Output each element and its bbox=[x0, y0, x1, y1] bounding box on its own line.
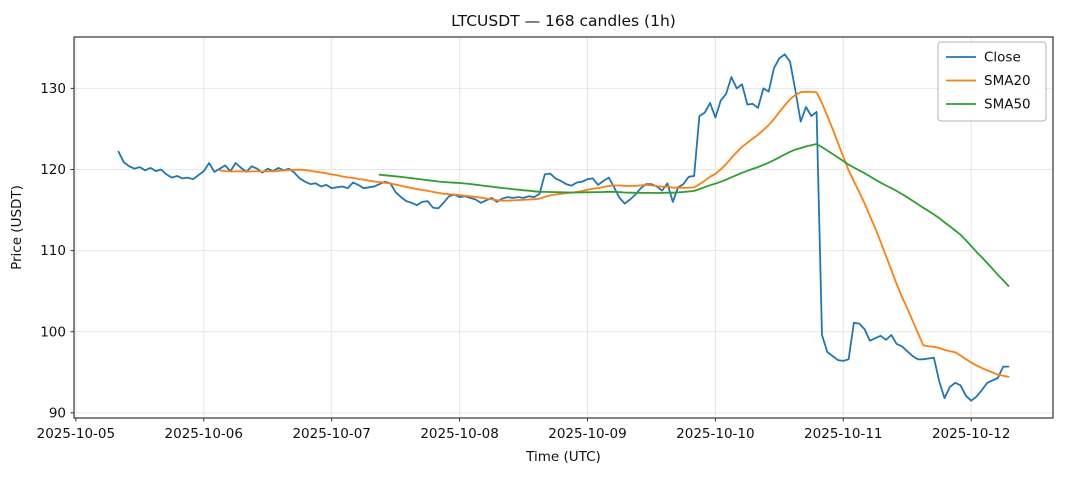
y-axis-label: Price (USDT) bbox=[9, 185, 25, 270]
y-tick-label: 110 bbox=[40, 243, 66, 259]
x-tick-label: 2025-10-12 bbox=[932, 426, 1010, 442]
chart-title: LTCUSDT — 168 candles (1h) bbox=[451, 12, 676, 30]
x-tick-label: 2025-10-09 bbox=[548, 426, 626, 442]
legend-label-sma20: SMA20 bbox=[984, 73, 1031, 89]
legend-label-sma50: SMA50 bbox=[984, 97, 1031, 113]
x-tick-label: 2025-10-10 bbox=[676, 426, 754, 442]
y-tick-label: 130 bbox=[40, 81, 66, 97]
tick-layer: 2025-10-05 2025-10-06 2025-10-07 2025-10-08… bbox=[37, 81, 1011, 442]
x-axis-label: Time (UTC) bbox=[525, 449, 601, 465]
x-tick-label: 2025-10-07 bbox=[292, 426, 370, 442]
plot-border bbox=[73, 36, 1054, 419]
close-line bbox=[117, 53, 1010, 402]
grid-layer bbox=[74, 37, 1053, 418]
sma20-line bbox=[218, 90, 1010, 378]
x-tick-label: 2025-10-08 bbox=[420, 426, 498, 442]
legend: Close SMA20 SMA50 bbox=[937, 41, 1047, 122]
x-tick-label: 2025-10-05 bbox=[37, 426, 115, 442]
series-layer bbox=[117, 53, 1010, 402]
sma50-line bbox=[378, 143, 1010, 287]
x-tick-label: 2025-10-06 bbox=[165, 426, 243, 442]
y-tick-label: 120 bbox=[40, 162, 66, 178]
legend-box bbox=[937, 41, 1047, 122]
legend-label-close: Close bbox=[984, 50, 1021, 66]
x-tick-label: 2025-10-11 bbox=[804, 426, 882, 442]
y-tick-label: 90 bbox=[49, 405, 66, 421]
y-tick-label: 100 bbox=[40, 324, 66, 340]
